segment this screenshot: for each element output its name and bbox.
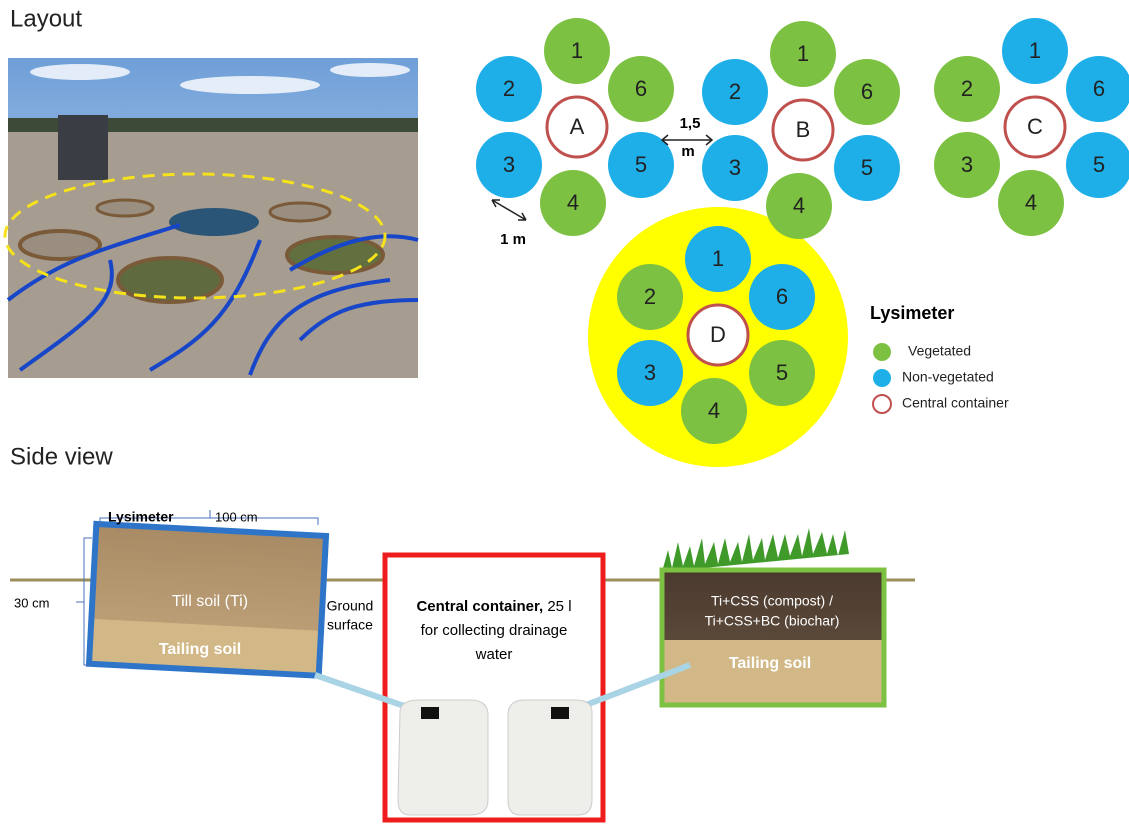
- lysimeter-label: 2: [961, 76, 973, 101]
- lysimeter-label: 5: [861, 155, 873, 180]
- label: surface: [327, 617, 373, 633]
- cluster-label: D: [710, 322, 726, 347]
- lysimeter-label: 4: [1025, 190, 1037, 215]
- label: Tailing soil: [159, 641, 241, 658]
- label: Ti+CSS+BC (biochar): [705, 613, 840, 629]
- distance-label: 1,5: [680, 115, 701, 132]
- legend-marker: [873, 369, 891, 387]
- label: for collecting drainage: [421, 622, 568, 639]
- lysimeter-label: 6: [1093, 76, 1105, 101]
- layout-diagram: 1 2 3 4 5 6 A 1 2 3 4 5 6 B 1 2 3 4 5 6 C 1 2 3 4 5 6 D: [476, 18, 1129, 444]
- lysimeter-label: 3: [961, 152, 973, 177]
- lysimeter-label: 6: [776, 284, 788, 309]
- legend: Lysimeter Vegetated Non-vegetated Central …: [870, 303, 1009, 413]
- lysimeter-label: 3: [503, 152, 515, 177]
- page: Layout 123456A123456B123456C123456D 1,5 …: [0, 0, 1129, 829]
- lysimeter-label: 1: [1029, 38, 1041, 63]
- lysimeter-label: 1: [797, 41, 809, 66]
- distance-label: m: [681, 143, 694, 160]
- lysimeter-label: 5: [1093, 152, 1105, 177]
- label: Ground: [327, 598, 374, 614]
- heading: Layout: [10, 5, 82, 32]
- label: Central container, 25 l: [416, 598, 571, 615]
- label-part: 25 l: [547, 598, 571, 615]
- label: Till soil (Ti): [172, 593, 248, 610]
- legend-marker: [873, 395, 891, 413]
- lysimeter-label: 5: [635, 152, 647, 177]
- label: 100 cm: [215, 509, 258, 524]
- label-part: Central container,: [416, 598, 543, 615]
- cluster-label: C: [1027, 114, 1043, 139]
- lysimeter-label: 6: [861, 79, 873, 104]
- distance-label: 1 m: [500, 231, 526, 248]
- legend-title: Lysimeter: [870, 303, 954, 323]
- lysimeter-label: 4: [708, 398, 720, 423]
- figure: Layout 123456A123456B123456C123456D 1,5 …: [0, 0, 1129, 824]
- lysimeter-label: 1: [571, 38, 583, 63]
- label: Lysimeter: [108, 509, 174, 525]
- label: Tailing soil: [729, 655, 811, 672]
- cluster-label: B: [796, 117, 811, 142]
- lysimeter-label: 4: [793, 193, 805, 218]
- heading: Side view: [10, 443, 113, 470]
- lysimeter-label: 3: [729, 155, 741, 180]
- lysimeter-label: 2: [729, 79, 741, 104]
- legend-label: Non-vegetated: [902, 369, 994, 385]
- site-photo: [5, 58, 418, 378]
- lysimeter-label: 2: [644, 284, 656, 309]
- lysimeter-label: 1: [712, 246, 724, 271]
- label: water: [475, 646, 513, 663]
- label: 30 cm: [14, 595, 49, 610]
- lysimeter-label: 6: [635, 76, 647, 101]
- legend-label: Vegetated: [908, 343, 971, 359]
- legend-marker: [873, 343, 891, 361]
- lysimeter-label: 2: [503, 76, 515, 101]
- lysimeter-label: 4: [567, 190, 579, 215]
- lysimeter-label: 5: [776, 360, 788, 385]
- legend-label: Central container: [902, 395, 1009, 411]
- lysimeter-label: 3: [644, 360, 656, 385]
- label: Ti+CSS (compost) /: [711, 593, 833, 609]
- cluster-label: A: [570, 114, 585, 139]
